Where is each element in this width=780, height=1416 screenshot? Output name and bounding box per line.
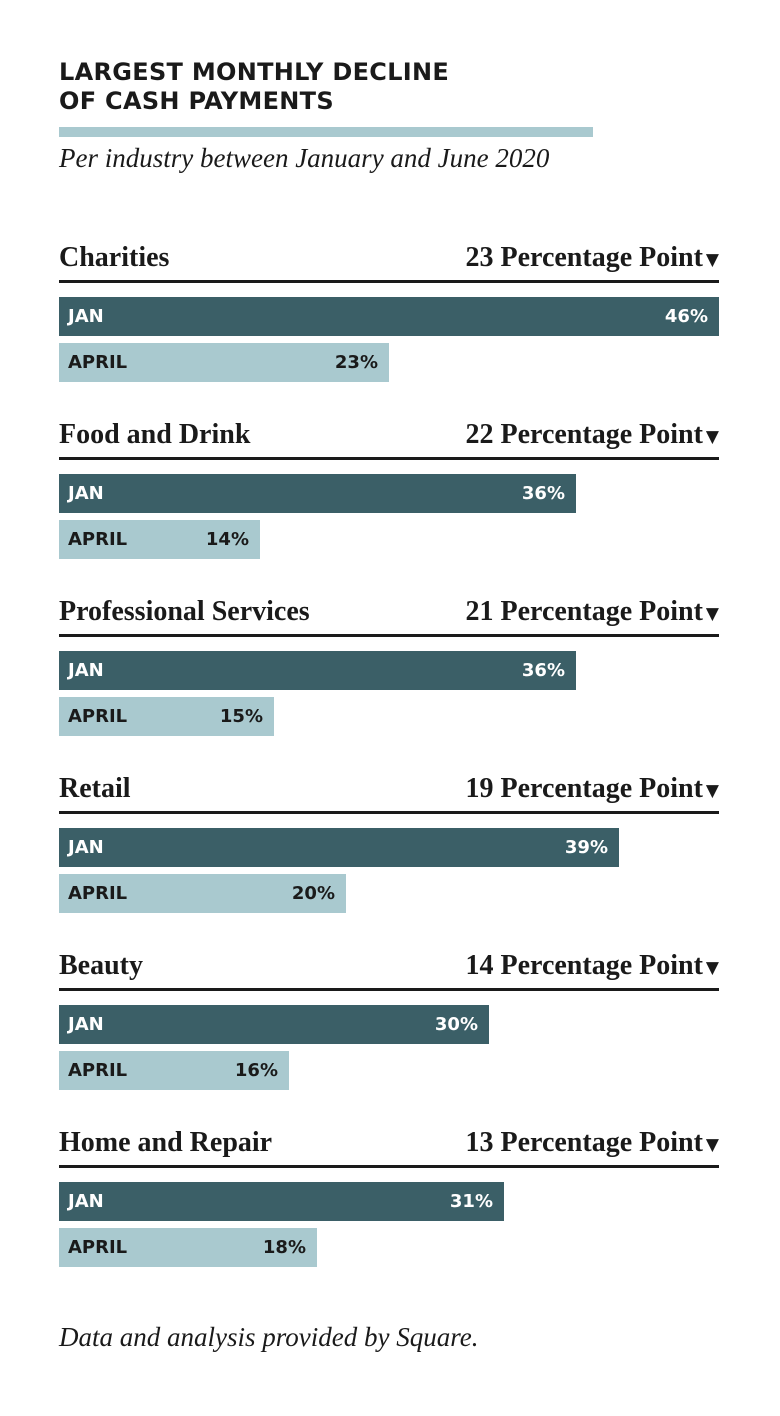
down-arrow-icon: ▼ — [705, 427, 719, 447]
source-note: Data and analysis provided by Square. — [59, 1322, 479, 1352]
bar-jan-professional-services: JAN 36% — [59, 651, 576, 690]
industry-group-retail: Retail 19 Percentage Point ▼ JAN 39% APRIL 20% — [59, 771, 719, 921]
bar-value-april: 23% — [334, 352, 378, 373]
down-arrow-icon: ▼ — [705, 604, 719, 624]
industry-name: Beauty — [59, 950, 143, 981]
percentage-point-change: 22 Percentage Point ▼ — [466, 417, 720, 455]
change-value: 19 Percentage Point — [465, 773, 703, 804]
bar-jan-home-and-repair: JAN 31% — [59, 1182, 504, 1221]
down-arrow-icon: ▼ — [705, 958, 719, 978]
change-value: 21 Percentage Point — [465, 596, 703, 627]
industry-group-charities: Charities 23 Percentage Point ▼ JAN 46% APRIL… — [59, 240, 719, 390]
bar-april-charities: APRIL 23% — [59, 343, 389, 382]
industry-divider — [59, 811, 719, 814]
industry-name: Food and Drink — [59, 419, 251, 450]
industry-group-food-and-drink: Food and Drink 22 Percentage Point ▼ JAN 36%… — [59, 417, 719, 567]
bar-april-beauty: APRIL 16% — [59, 1051, 289, 1090]
title-accent-rule — [59, 127, 593, 137]
chart-title-line-1: LARGEST MONTHLY DECLINE — [59, 58, 450, 86]
bar-value-april: 16% — [234, 1060, 278, 1081]
bar-value-jan: 36% — [521, 660, 565, 681]
bar-label-april: APRIL — [68, 706, 128, 727]
industry-name: Charities — [59, 242, 170, 273]
bar-value-april: 18% — [262, 1237, 306, 1258]
industry-name: Professional Services — [59, 596, 310, 627]
change-value: 13 Percentage Point — [465, 1127, 703, 1158]
percentage-point-change: 21 Percentage Point ▼ — [466, 594, 720, 632]
bar-april-home-and-repair: APRIL 18% — [59, 1228, 317, 1267]
bar-label-jan: JAN — [68, 1191, 104, 1212]
bar-label-april: APRIL — [68, 1060, 128, 1081]
bar-value-jan: 31% — [449, 1191, 493, 1212]
bar-value-jan: 30% — [434, 1014, 478, 1035]
bar-value-jan: 46% — [664, 306, 708, 327]
bar-label-jan: JAN — [68, 306, 104, 327]
bar-label-jan: JAN — [68, 1014, 104, 1035]
bar-label-april: APRIL — [68, 883, 128, 904]
bar-value-april: 15% — [219, 706, 263, 727]
percentage-point-change: 13 Percentage Point ▼ — [466, 1125, 720, 1163]
bar-label-jan: JAN — [68, 660, 104, 681]
industry-group-home-and-repair: Home and Repair 13 Percentage Point ▼ JAN 31… — [59, 1125, 719, 1275]
bar-jan-charities: JAN 46% — [59, 297, 719, 336]
bar-value-april: 14% — [205, 529, 249, 550]
industry-divider — [59, 1165, 719, 1168]
percentage-point-change: 14 Percentage Point ▼ — [466, 948, 720, 986]
chart-title: LARGEST MONTHLY DECLINE OF CASH PAYMENTS — [59, 58, 579, 116]
bar-label-april: APRIL — [68, 529, 128, 550]
bar-jan-beauty: JAN 30% — [59, 1005, 489, 1044]
bar-value-april: 20% — [291, 883, 335, 904]
industry-name: Home and Repair — [59, 1127, 273, 1158]
bar-april-professional-services: APRIL 15% — [59, 697, 274, 736]
bar-value-jan: 36% — [521, 483, 565, 504]
industry-divider — [59, 988, 719, 991]
change-value: 23 Percentage Point — [465, 242, 703, 273]
bar-jan-food-and-drink: JAN 36% — [59, 474, 576, 513]
industry-group-beauty: Beauty 14 Percentage Point ▼ JAN 30% APRIL 16% — [59, 948, 719, 1098]
bar-jan-retail: JAN 39% — [59, 828, 619, 867]
percentage-point-change: 23 Percentage Point ▼ — [466, 240, 720, 278]
down-arrow-icon: ▼ — [705, 1135, 719, 1155]
chart-title-line-2: OF CASH PAYMENTS — [59, 87, 334, 115]
percentage-point-change: 19 Percentage Point ▼ — [466, 771, 720, 809]
chart-subtitle: Per industry between January and June 20… — [59, 143, 550, 173]
bar-april-retail: APRIL 20% — [59, 874, 346, 913]
change-value: 22 Percentage Point — [465, 419, 703, 450]
change-value: 14 Percentage Point — [465, 950, 703, 981]
bar-value-jan: 39% — [564, 837, 608, 858]
down-arrow-icon: ▼ — [705, 781, 719, 801]
bar-april-food-and-drink: APRIL 14% — [59, 520, 260, 559]
bar-label-jan: JAN — [68, 837, 104, 858]
bar-label-april: APRIL — [68, 1237, 128, 1258]
bar-label-april: APRIL — [68, 352, 128, 373]
industry-divider — [59, 280, 719, 283]
down-arrow-icon: ▼ — [705, 250, 719, 270]
industry-divider — [59, 634, 719, 637]
bar-label-jan: JAN — [68, 483, 104, 504]
industry-name: Retail — [59, 773, 131, 804]
industry-divider — [59, 457, 719, 460]
industry-group-professional-services: Professional Services 21 Percentage Point… — [59, 594, 719, 744]
